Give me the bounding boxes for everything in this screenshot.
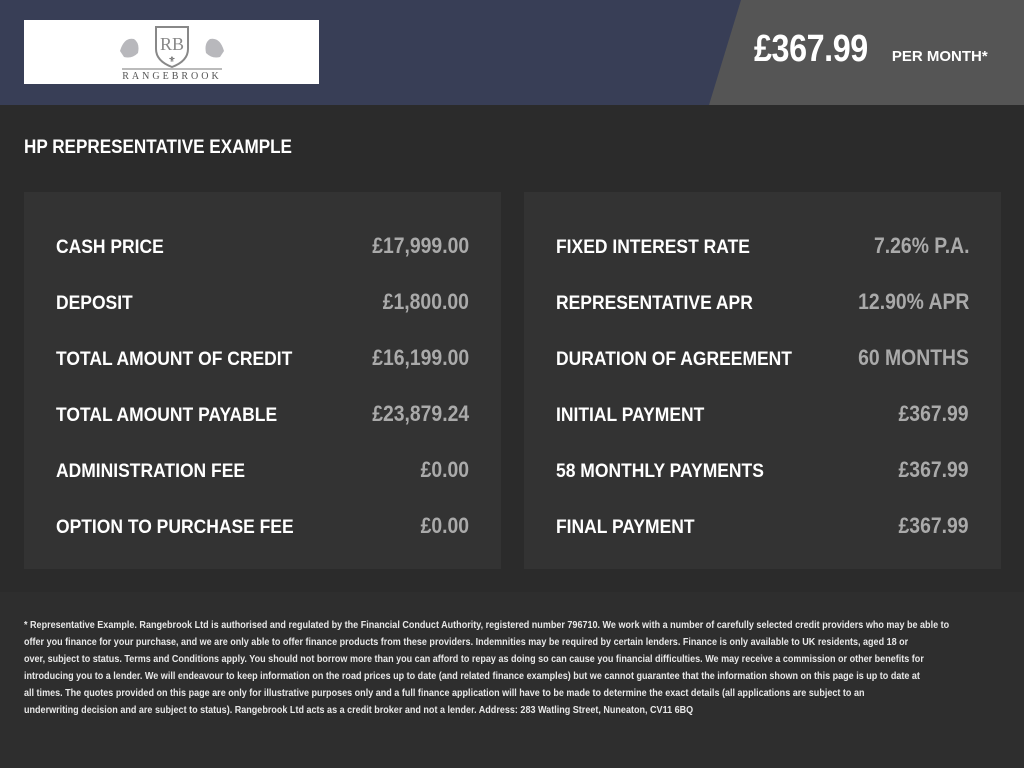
finance-label: INITIAL PAYMENT (556, 405, 705, 426)
finance-value: £1,800.00 (382, 289, 469, 314)
monthly-price-suffix: PER MONTH* (891, 48, 988, 65)
finance-row: CASH PRICE £17,999.00 (56, 218, 469, 274)
finance-label: DURATION OF AGREEMENT (556, 349, 792, 370)
svg-text:⚜: ⚜ (168, 55, 175, 64)
disclaimer-line: offer you finance for your purchase, and… (24, 636, 909, 648)
disclaimer-line: over, subject to status. Terms and Condi… (24, 653, 924, 665)
finance-value: 12.90% APR (857, 289, 969, 314)
finance-label: CASH PRICE (56, 237, 164, 258)
finance-label: 58 MONTHLY PAYMENTS (556, 461, 764, 482)
finance-value: £0.00 (420, 457, 469, 482)
monthly-price: £367.99 PER MONTH* (754, 28, 988, 71)
header: RB ⚜ RANGEBROOK £367.99 PER MONTH* (0, 0, 1024, 105)
finance-row: 58 MONTHLY PAYMENTS £367.99 (556, 442, 969, 498)
finance-label: FINAL PAYMENT (556, 517, 695, 538)
disclaimer: * Representative Example. Rangebrook Ltd… (0, 592, 1024, 768)
finance-value: £23,879.24 (372, 401, 469, 426)
finance-row: OPTION TO PURCHASE FEE £0.00 (56, 498, 469, 554)
finance-value: £0.00 (420, 513, 469, 538)
crest-icon: RB ⚜ RANGEBROOK (119, 26, 224, 82)
finance-label: OPTION TO PURCHASE FEE (56, 517, 294, 538)
finance-value: £367.99 (899, 401, 969, 426)
monthly-price-amount: £367.99 (754, 28, 868, 70)
finance-row: FINAL PAYMENT £367.99 (556, 498, 969, 554)
monthly-price-area (709, 0, 1024, 105)
disclaimer-line: underwriting decision and are subject to… (24, 704, 694, 716)
finance-value: £17,999.00 (372, 233, 469, 258)
finance-row: DEPOSIT £1,800.00 (56, 274, 469, 330)
finance-label: REPRESENTATIVE APR (556, 293, 753, 314)
finance-label: FIXED INTEREST RATE (556, 237, 750, 258)
disclaimer-line: all times. The quotes provided on this p… (24, 687, 865, 699)
finance-row: INITIAL PAYMENT £367.99 (556, 386, 969, 442)
finance-panel-right: FIXED INTEREST RATE 7.26% P.A. REPRESENTAT… (524, 192, 1001, 569)
finance-label: TOTAL AMOUNT PAYABLE (56, 405, 278, 426)
svg-text:RB: RB (159, 34, 183, 54)
finance-value: £367.99 (899, 457, 969, 482)
section-title: HP REPRESENTATIVE EXAMPLE (24, 137, 292, 158)
finance-row: FIXED INTEREST RATE 7.26% P.A. (556, 218, 969, 274)
finance-row: TOTAL AMOUNT PAYABLE £23,879.24 (56, 386, 469, 442)
finance-row: DURATION OF AGREEMENT 60 MONTHS (556, 330, 969, 386)
finance-row: REPRESENTATIVE APR 12.90% APR (556, 274, 969, 330)
finance-panel-left: CASH PRICE £17,999.00 DEPOSIT £1,800.00 TOTA… (24, 192, 501, 569)
finance-value: 60 MONTHS (858, 345, 969, 370)
finance-value: £16,199.00 (372, 345, 469, 370)
finance-row: ADMINISTRATION FEE £0.00 (56, 442, 469, 498)
rangebrook-logo[interactable]: RB ⚜ RANGEBROOK (24, 20, 319, 84)
disclaimer-line: * Representative Example. Rangebrook Ltd… (24, 619, 950, 631)
finance-label: ADMINISTRATION FEE (56, 461, 246, 482)
finance-label: TOTAL AMOUNT OF CREDIT (56, 349, 293, 370)
disclaimer-line: introducing you to a lender. We will end… (24, 670, 920, 682)
finance-value: 7.26% P.A. (873, 233, 969, 258)
finance-label: DEPOSIT (56, 293, 133, 314)
svg-text:RANGEBROOK: RANGEBROOK (122, 71, 221, 82)
finance-value: £367.99 (899, 513, 969, 538)
finance-row: TOTAL AMOUNT OF CREDIT £16,199.00 (56, 330, 469, 386)
